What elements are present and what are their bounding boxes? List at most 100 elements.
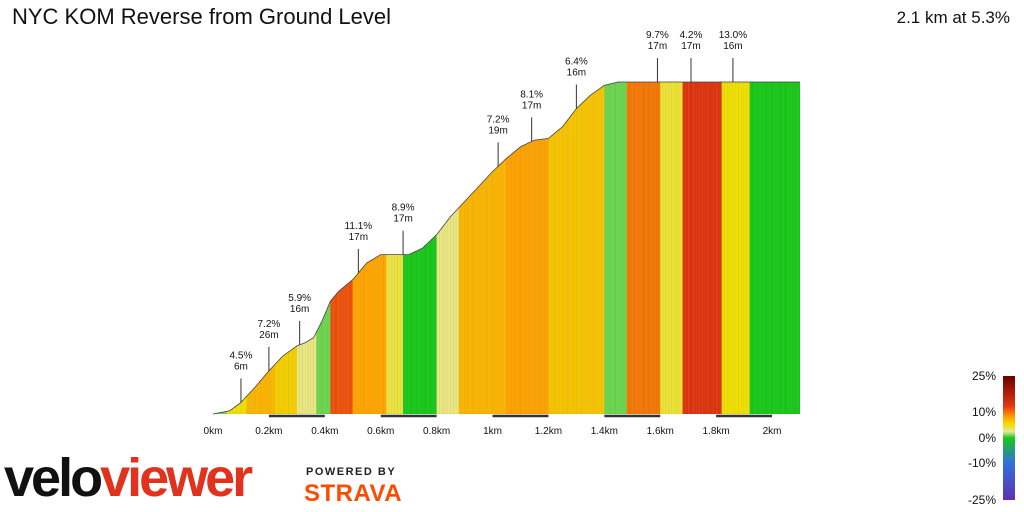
gradient-strip xyxy=(523,143,527,415)
gradient-strip xyxy=(620,81,625,415)
gradient-strip xyxy=(548,135,552,415)
gradient-strip xyxy=(550,133,555,415)
gradient-strip xyxy=(377,254,381,415)
gradient-strip xyxy=(447,215,451,415)
gradient-strip xyxy=(788,81,792,415)
gradient-strip xyxy=(693,81,697,415)
gradient-strip xyxy=(732,81,736,415)
gradient-strip xyxy=(595,88,599,415)
annotation-grade: 8.9% xyxy=(392,203,415,214)
gradient-strip xyxy=(257,380,261,415)
gradient-strip xyxy=(659,81,664,415)
gradient-strip xyxy=(360,265,365,415)
gradient-strip xyxy=(654,81,658,415)
gradient-strip xyxy=(464,197,468,415)
gradient-strip xyxy=(662,81,667,415)
annotation-grade: 8.1% xyxy=(520,89,543,100)
gradient-strip xyxy=(506,155,510,415)
gradient-strip xyxy=(682,81,686,415)
gradient-strip xyxy=(749,81,753,415)
gradient-strip xyxy=(391,254,395,415)
gradient-strip xyxy=(263,373,267,415)
gradient-strip xyxy=(651,81,655,415)
gradient-strip xyxy=(648,81,653,415)
gradient-strip xyxy=(525,142,530,415)
gradient-strip xyxy=(260,376,264,415)
gradient-strip xyxy=(685,81,689,415)
veloviewer-logo[interactable]: veloviewer xyxy=(4,448,253,508)
x-tick-label: 0km xyxy=(204,426,223,437)
gradient-strip xyxy=(439,226,443,415)
gradient-strip xyxy=(249,389,253,415)
gradient-strip xyxy=(411,251,415,415)
gradient-strip xyxy=(497,163,502,415)
gradient-strip xyxy=(492,168,496,415)
gradient-strip xyxy=(430,236,435,415)
gradient-strip xyxy=(679,81,683,415)
gradient-strip xyxy=(601,84,605,415)
gradient-strip xyxy=(414,250,418,415)
gradient-strip xyxy=(346,281,351,415)
gradient-strip xyxy=(268,367,272,415)
gradient-strip xyxy=(769,81,773,415)
gradient-strip xyxy=(483,176,488,415)
gradient-strip xyxy=(760,81,764,415)
gradient-strip xyxy=(481,179,485,415)
gradient-strip xyxy=(539,138,544,415)
gradient-strip xyxy=(316,326,320,415)
x-tick-label: 1.2km xyxy=(535,426,562,437)
scale-label: 10% xyxy=(972,405,996,419)
gradient-strip xyxy=(534,139,538,415)
gradient-strip xyxy=(304,340,309,415)
gradient-strip xyxy=(718,81,722,415)
gradient-strip xyxy=(536,139,541,415)
gradient-strip xyxy=(576,105,580,415)
gradient-strip xyxy=(545,138,549,415)
gradient-strip xyxy=(397,254,401,415)
gradient-strip xyxy=(771,81,776,415)
gradient-strip xyxy=(500,160,504,415)
gradient-strip xyxy=(676,81,681,415)
annotation-length: 17m xyxy=(522,100,541,111)
gradient-strip xyxy=(646,81,650,415)
scale-label: 25% xyxy=(972,369,996,383)
gradient-strip xyxy=(246,392,250,415)
gradient-strip xyxy=(285,351,289,415)
gradient-strip xyxy=(671,81,675,415)
scale-label: -25% xyxy=(968,493,996,507)
annotation-grade: 4.2% xyxy=(680,30,703,41)
annotation-grade: 6.4% xyxy=(565,57,588,68)
gradient-strip xyxy=(657,81,661,415)
gradient-strip xyxy=(299,343,303,415)
gradient-strip xyxy=(341,285,345,415)
gradient-strip xyxy=(288,349,292,415)
gradient-scale-bar xyxy=(1003,376,1015,500)
gradient-strip xyxy=(584,97,588,415)
gradient-strip xyxy=(461,200,465,415)
gradient-strip xyxy=(313,331,317,415)
gradient-strip xyxy=(629,81,633,415)
strava-logo[interactable]: STRAVA xyxy=(304,480,403,507)
x-axis: 0km 0.2km 0.4km 0.6km 0.8km 1km 1.2km 1.4km 1.6k… xyxy=(204,414,782,437)
annotation-grade: 11.1% xyxy=(345,221,373,232)
annotation-length: 17m xyxy=(681,41,700,52)
scale-label: 0% xyxy=(979,431,997,445)
gradient-strip xyxy=(755,81,759,415)
gradient-strip xyxy=(721,81,725,415)
gradient-strip xyxy=(570,111,574,415)
gradient-strip xyxy=(528,141,532,415)
x-tick-label: 0.4km xyxy=(311,426,338,437)
gradient-strip xyxy=(609,83,613,415)
gradient-legend: 25% 10% 0% -10% -25% xyxy=(968,369,1015,507)
gradient-strip xyxy=(467,194,471,415)
gradient-strip xyxy=(673,81,678,415)
gradient-strip xyxy=(713,81,717,415)
gradient-strip xyxy=(324,307,328,415)
gradient-strip xyxy=(514,148,518,415)
gradient-strip xyxy=(296,344,300,415)
gradient-strip xyxy=(455,206,460,415)
gradient-strip xyxy=(606,83,611,415)
gradient-strip xyxy=(358,268,362,415)
gradient-strip xyxy=(581,100,586,415)
gradient-strip xyxy=(475,185,479,415)
